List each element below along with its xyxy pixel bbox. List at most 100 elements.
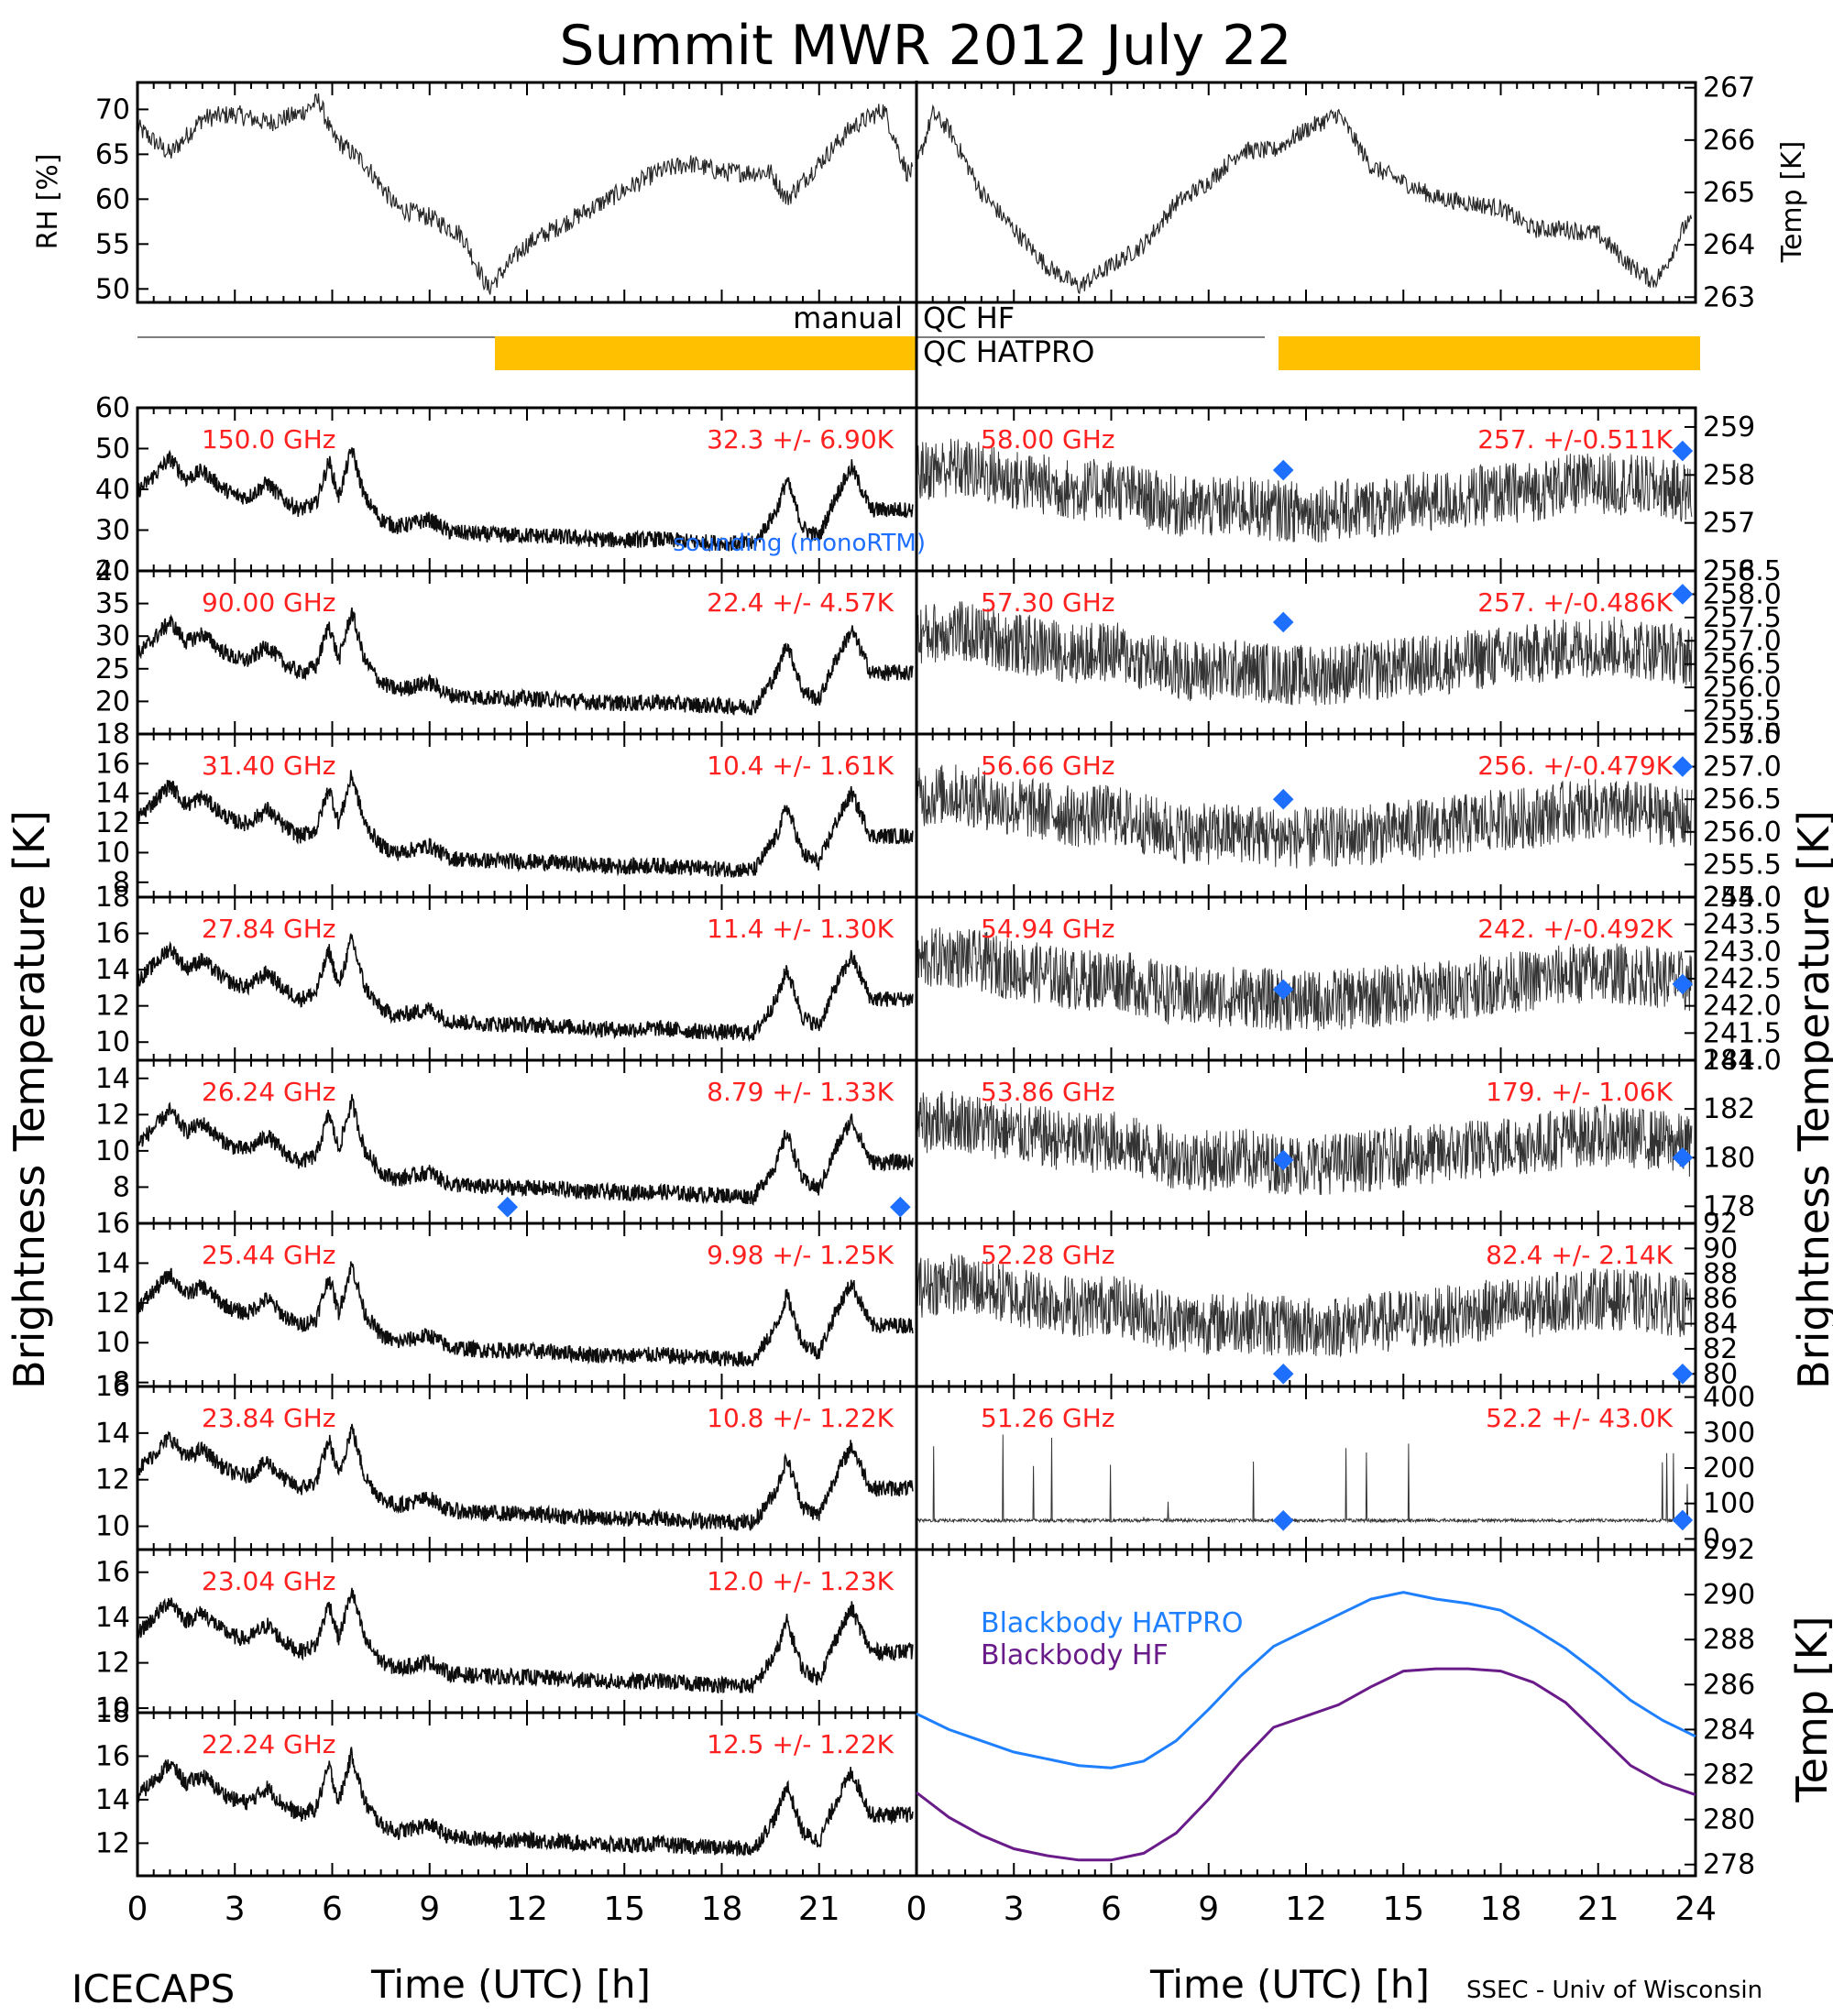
channel-panel-5730-series (916, 601, 1693, 706)
channel-panel-5228-ytick-label: 92 (1703, 1208, 1738, 1240)
channel-panel-2544-stats-label: 9.98 +/- 1.25K (707, 1240, 894, 1270)
channel-panel-3140-series (137, 770, 914, 878)
blackbody-panel-ytick-label: 286 (1703, 1669, 1755, 1701)
channel-panel-2624-ytick-label: 8 (113, 1171, 130, 1203)
x-axis-label-left: Time (UTC) [h] (370, 1962, 651, 2007)
channel-panel-2544-ytick-label: 10 (95, 1327, 130, 1359)
blackbody-panel-ytick-label: 284 (1703, 1714, 1755, 1746)
channel-panel-5494-ytick-label: 243.0 (1703, 936, 1782, 968)
channel-panel-2304-series (137, 1587, 914, 1694)
channel-panel-1500-stats-label: 32.3 +/- 6.90K (707, 424, 894, 455)
channel-panel-5494-ytick-label: 241.5 (1703, 1017, 1782, 1049)
channel-panel-5386-ytick-label: 184 (1703, 1045, 1755, 1077)
channel-panel-2304-ytick-label: 14 (95, 1602, 130, 1634)
channel-panel-5730-ytick-label: 257.5 (1703, 602, 1782, 634)
channel-panel-5228-ytick-label: 84 (1703, 1309, 1738, 1341)
channel-panel-1500-ytick-label: 30 (95, 515, 130, 547)
rh-series (137, 93, 914, 295)
x-tick-label-left: 21 (798, 1890, 840, 1928)
channel-panel-2384-ytick-label: 16 (95, 1371, 130, 1403)
channel-panel-9000-ytick-label: 40 (95, 555, 130, 587)
blackbody-y-axis-label: Temp [K] (1787, 1616, 1833, 1802)
channel-panel-3140-ytick-label: 18 (95, 718, 130, 751)
channel-panel-1500-ytick-label: 40 (95, 474, 130, 506)
channel-panel-2224-series (137, 1747, 914, 1857)
channel-panel-5494-sounding-marker (1672, 973, 1694, 995)
channel-panel-5730-stats-label: 257. +/-0.486K (1477, 587, 1673, 618)
channel-panel-5386-stats-label: 179. +/- 1.06K (1486, 1077, 1673, 1107)
channel-panel-2224-ytick-label: 18 (95, 1697, 130, 1729)
channel-panel-5126-stats-label: 52.2 +/- 43.0K (1486, 1403, 1673, 1433)
blackbody-panel-ytick-label: 292 (1703, 1534, 1755, 1566)
rh-panel-ytick-label: 50 (95, 273, 130, 305)
channel-panel-5494-stats-label: 242. +/-0.492K (1477, 914, 1673, 944)
channel-panel-9000-ytick-label: 20 (95, 685, 130, 718)
channel-panel-2624-ytick-label: 10 (95, 1135, 130, 1167)
plot-area: 50556065702632642652662672030405060150.0… (95, 72, 1782, 1928)
channel-panel-9000-ytick-label: 30 (95, 620, 130, 652)
qc-hatpro-bar-right (1279, 336, 1700, 370)
channel-panel-5666-stats-label: 256. +/-0.479K (1477, 751, 1673, 781)
channel-panel-5228-ytick-label: 88 (1703, 1258, 1738, 1290)
channel-panel-5730-ytick-label: 255.0 (1703, 718, 1782, 751)
channel-panel-2224-ytick-label: 14 (95, 1784, 130, 1816)
blackbody-panel-ytick-label: 290 (1703, 1579, 1755, 1611)
right-y-axis-label: Brightness Temperature [K] (1789, 810, 1833, 1389)
channel-panel-2784-ytick-label: 18 (95, 882, 130, 914)
x-tick-label-right: 24 (1674, 1890, 1717, 1928)
channel-panel-2784-ytick-label: 16 (95, 918, 130, 950)
x-tick-label-right: 0 (906, 1890, 927, 1928)
channel-panel-1500-ytick-label: 20 (95, 555, 130, 587)
temp-panel-ytick-label: 263 (1703, 281, 1755, 313)
channel-panel-5494-ytick-label: 241.0 (1703, 1045, 1782, 1077)
rh-panel-ytick-label: 60 (95, 183, 130, 215)
blackbody-panel-ytick-label: 278 (1703, 1849, 1755, 1881)
channel-panel-1500-ytick-label: 50 (95, 433, 130, 466)
channel-panel-5800-ytick-label: 259 (1703, 411, 1755, 444)
channel-panel-2624-ytick-label: 12 (95, 1099, 130, 1131)
channel-panel-2624-ytick-label: 14 (95, 1063, 130, 1095)
channel-panel-5386-ytick-label: 182 (1703, 1093, 1755, 1125)
channel-panel-5228-series (916, 1254, 1693, 1358)
blackbody-panel-ytick-label: 288 (1703, 1624, 1755, 1656)
rh-panel-ytick-label: 70 (95, 93, 130, 126)
channel-panel-3140-ytick-label: 10 (95, 837, 130, 869)
x-tick-label-right: 3 (1004, 1890, 1025, 1928)
x-tick-label-right: 12 (1285, 1890, 1327, 1928)
channel-panel-5126-ytick-label: 0 (1703, 1523, 1720, 1555)
channel-panel-5494-sounding-marker (1272, 979, 1294, 1001)
channel-panel-5126-series (916, 1434, 1693, 1524)
channel-panel-2784-ytick-label: 10 (95, 1026, 130, 1058)
qc-hatpro-label-right: QC HATPRO (923, 334, 1094, 369)
channel-panel-5126-ytick-label: 100 (1703, 1488, 1755, 1520)
channel-panel-2224-ytick-label: 12 (95, 1827, 130, 1859)
channel-panel-5386-series (916, 1090, 1693, 1196)
channel-panel-2384-ytick-label: 10 (95, 1511, 130, 1543)
x-tick-label-left: 6 (322, 1890, 343, 1928)
channel-panel-2304-ytick-label: 12 (95, 1648, 130, 1680)
temp-panel-ytick-label: 264 (1703, 229, 1755, 261)
channel-panel-1500-ytick-label: 60 (95, 392, 130, 424)
channel-panel-5494-series (916, 926, 1693, 1032)
channel-panel-5228-stats-label: 82.4 +/- 2.14K (1486, 1240, 1673, 1270)
x-tick-label-right: 6 (1101, 1890, 1122, 1928)
channel-panel-2304-stats-label: 12.0 +/- 1.23K (707, 1566, 894, 1596)
channel-panel-5386-ytick-label: 180 (1703, 1142, 1755, 1174)
channel-panel-5666-ytick-label: 257.5 (1703, 718, 1782, 751)
qc-hatpro-bar-left (495, 336, 916, 370)
channel-panel-5666-ytick-label: 256.5 (1703, 783, 1782, 816)
channel-panel-2224-stats-label: 12.5 +/- 1.22K (707, 1729, 894, 1759)
channel-panel-5730-ytick-label: 258.0 (1703, 578, 1782, 610)
qc-hf-label-right: QC HF (923, 301, 1015, 335)
channel-panel-5730-ytick-label: 257.0 (1703, 625, 1782, 657)
channel-panel-5228-ytick-label: 80 (1703, 1358, 1738, 1390)
channel-panel-3140-ytick-label: 8 (113, 867, 130, 899)
x-tick-label-left: 3 (225, 1890, 246, 1928)
channel-panel-5386-sounding-marker (1272, 1149, 1294, 1171)
temp-panel-ytick-label: 266 (1703, 125, 1755, 157)
channel-panel-2544-ytick-label: 16 (95, 1208, 130, 1240)
sounding-label: sounding (monoRTM) (673, 530, 926, 557)
channel-panel-5228-ytick-label: 82 (1703, 1333, 1738, 1365)
blackbody-series-hf (916, 1667, 1696, 1862)
